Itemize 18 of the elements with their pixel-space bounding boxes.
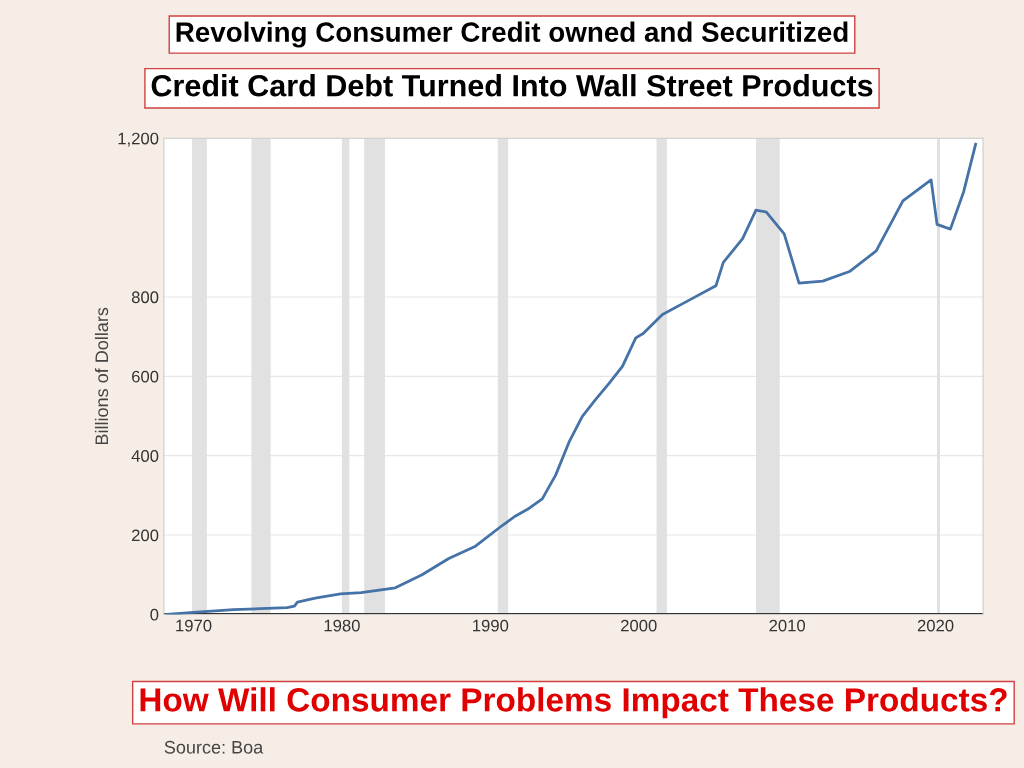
line-series (165, 142, 978, 615)
x-tick-label: 1970 (176, 619, 212, 632)
x-tick-label: 1980 (324, 619, 360, 632)
y-tick-label: 200 (132, 529, 159, 542)
y-tick-label: 400 (131, 450, 159, 462)
y-axis-title: Billions of Dollars (94, 307, 109, 445)
chart-subtitle: Credit Card Debt Turned Into Wall Street Products (151, 74, 873, 97)
y-tick-label: 1,200 (118, 132, 159, 147)
y-tick-label: 0 (150, 608, 159, 621)
x-tick-label: 1990 (473, 619, 509, 632)
y-tick-label: 600 (132, 370, 159, 383)
x-tick-label: 2020 (917, 619, 954, 632)
x-tick-label: 2010 (769, 619, 806, 632)
y-tick-label: 800 (131, 291, 159, 304)
text: How Will Consumer Problems Impact These Products? (140, 687, 1007, 719)
x-tick-label: 2000 (621, 619, 657, 632)
chart-title: Revolving Consumer Credit owned and Securitized (176, 21, 848, 48)
source-note: Source: Boa (164, 740, 264, 754)
